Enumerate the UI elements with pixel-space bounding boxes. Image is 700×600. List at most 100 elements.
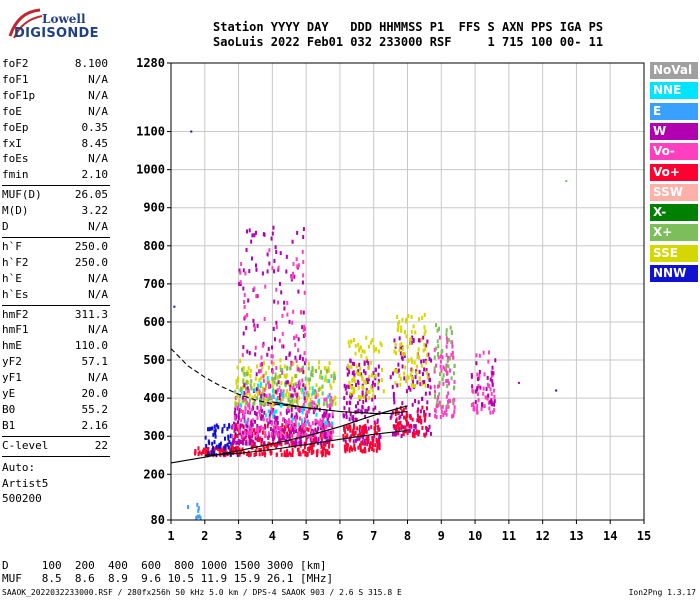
echo-point xyxy=(310,440,313,445)
echo-point xyxy=(311,430,314,435)
echo-point xyxy=(302,235,305,240)
echo-point xyxy=(197,506,200,511)
echo-point xyxy=(406,421,409,426)
echo-point xyxy=(331,402,334,407)
echo-point xyxy=(285,254,288,259)
echo-point xyxy=(428,356,431,361)
echo-point xyxy=(401,411,404,416)
echo-point xyxy=(402,408,405,413)
echo-point xyxy=(445,370,448,375)
echo-point xyxy=(269,448,272,453)
echo-point xyxy=(255,445,258,450)
echo-point xyxy=(273,299,276,304)
echo-point xyxy=(438,400,441,405)
echo-point xyxy=(412,428,415,433)
param-row: foF1 N/A xyxy=(2,73,108,89)
echo-point xyxy=(482,350,485,355)
echo-point xyxy=(279,367,282,372)
echo-point xyxy=(487,400,490,405)
echo-point xyxy=(355,364,358,369)
echo-point xyxy=(235,413,238,418)
param-value: 0.35 xyxy=(81,120,109,134)
echo-point xyxy=(441,355,444,360)
echo-point xyxy=(565,180,568,183)
echo-point xyxy=(418,355,421,360)
echo-point xyxy=(260,355,263,360)
echo-point xyxy=(274,428,277,433)
echo-point xyxy=(374,376,377,381)
echo-point xyxy=(263,392,266,397)
echo-point xyxy=(345,442,348,447)
echo-point xyxy=(343,406,346,411)
echo-point xyxy=(300,418,303,423)
y-tick-label: 900 xyxy=(143,201,165,215)
echo-point xyxy=(294,426,297,431)
echo-point xyxy=(289,431,292,436)
echo-point xyxy=(443,367,446,372)
echo-point xyxy=(207,446,210,451)
echo-point xyxy=(290,382,293,387)
echo-point xyxy=(310,431,313,436)
echo-point xyxy=(208,441,211,446)
echo-point xyxy=(408,337,411,342)
param-row: foF2 8.100 xyxy=(2,57,108,73)
echo-point xyxy=(243,292,246,297)
echo-point xyxy=(242,268,245,273)
echo-point xyxy=(229,434,232,439)
legend-item-x: X+ xyxy=(650,224,698,242)
echo-point xyxy=(279,448,282,453)
echo-point xyxy=(361,377,364,382)
echo-point xyxy=(326,429,329,434)
echo-point xyxy=(411,368,414,373)
echo-point xyxy=(317,420,320,425)
echo-point xyxy=(436,397,439,402)
echo-point xyxy=(439,372,442,377)
echo-point xyxy=(326,378,329,383)
echo-point xyxy=(203,447,206,452)
echo-point xyxy=(423,412,426,417)
echo-point xyxy=(375,431,378,436)
echo-point xyxy=(370,360,373,365)
param-value: 110.0 xyxy=(74,339,108,353)
echo-point xyxy=(276,388,279,393)
echo-point xyxy=(240,262,243,267)
echo-point xyxy=(267,409,270,414)
echo-point xyxy=(442,413,445,418)
echo-point xyxy=(286,452,289,457)
echo-point xyxy=(258,397,261,402)
echo-point xyxy=(276,300,279,305)
echo-point xyxy=(426,353,429,358)
echo-point xyxy=(333,376,336,381)
echo-point xyxy=(427,428,430,433)
echo-point xyxy=(439,359,442,364)
echo-point xyxy=(267,421,270,426)
echo-point xyxy=(235,385,238,390)
echo-point xyxy=(284,383,287,388)
echo-point xyxy=(345,415,348,420)
echo-point xyxy=(374,367,377,372)
echo-point xyxy=(243,300,246,305)
echo-point xyxy=(271,394,274,399)
echo-point xyxy=(446,403,449,408)
echo-point xyxy=(450,414,453,419)
echo-point xyxy=(302,369,305,374)
echo-point xyxy=(343,396,346,401)
echo-point xyxy=(289,387,292,392)
echo-point xyxy=(363,427,366,432)
echo-point xyxy=(411,417,414,422)
echo-point xyxy=(237,424,240,429)
echo-point xyxy=(361,392,364,397)
echo-point xyxy=(440,409,443,414)
echo-point xyxy=(316,430,319,435)
echo-point xyxy=(238,439,241,444)
echo-point xyxy=(303,429,306,434)
echo-point xyxy=(213,429,216,434)
echo-point xyxy=(279,374,282,379)
echo-point xyxy=(357,395,360,400)
echo-point xyxy=(362,369,365,374)
echo-point xyxy=(412,324,415,329)
echo-point xyxy=(401,364,404,369)
echo-point xyxy=(363,394,366,399)
echo-point xyxy=(278,281,281,286)
echo-point xyxy=(371,338,374,343)
